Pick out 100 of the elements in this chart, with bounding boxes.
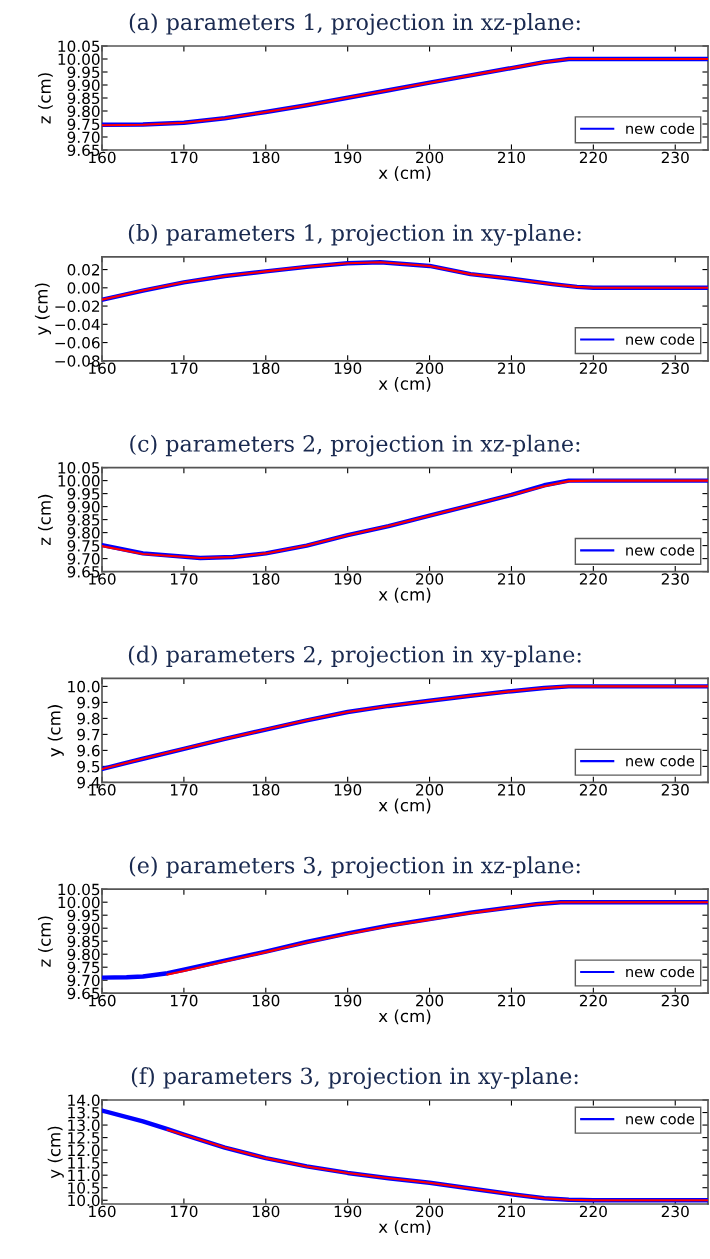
y-tick-label: 9.8 (77, 712, 100, 725)
y-tick-label: 12.5 (68, 1132, 100, 1144)
x-tick-label: 160 (89, 1205, 116, 1218)
y-tick-label: 9.70 (67, 974, 100, 987)
x-tick-label: 200 (416, 784, 444, 796)
x-tick-label: 190 (334, 1205, 362, 1218)
y-axis-title: y (cm) (34, 283, 52, 336)
y-tick-label: 13.5 (68, 1107, 100, 1119)
x-tick-label: 230 (661, 1205, 689, 1218)
y-axis-title: y (cm) (47, 705, 64, 757)
x-tick-label: 200 (416, 573, 444, 585)
x-tick-label: 220 (579, 151, 607, 164)
y-tick-label: 10.00 (58, 475, 100, 487)
x-tick-label: 210 (498, 151, 526, 164)
x-tick-label: 220 (579, 362, 607, 375)
y-tick-label: 9.70 (67, 131, 100, 144)
x-tick-label: 230 (661, 573, 689, 585)
y-tick-label: 9.5 (77, 760, 100, 773)
x-tick-label: 170 (170, 784, 198, 796)
y-tick-label: 9.95 (67, 909, 100, 922)
x-tick-label: 220 (579, 784, 607, 796)
y-tick-label: 9.85 (67, 935, 100, 948)
x-tick-label: 190 (334, 784, 362, 796)
y-axis-title: z (cm) (37, 494, 53, 546)
chart-title: (d) parameters 2, projection in xy-plane: (128, 645, 581, 668)
y-tick-label: 9.80 (67, 105, 100, 118)
legend-label: new code (626, 122, 695, 135)
y-tick-label: 9.90 (67, 79, 100, 92)
y-tick-label: −0.02 (55, 300, 100, 313)
y-tick-label: 10.05 (58, 40, 100, 53)
x-tick-label: 200 (416, 151, 444, 164)
chart-title: (f) parameters 3, projection in xy-plane: (131, 1067, 578, 1089)
legend-label: new code (626, 965, 695, 978)
y-tick-label: 9.95 (67, 488, 100, 500)
x-tick-label: 230 (661, 784, 689, 796)
y-tick-label: 9.75 (67, 961, 100, 974)
y-axis-title: z (cm) (37, 916, 53, 967)
x-tick-label: 180 (252, 362, 280, 375)
x-axis-title: x (cm) (378, 376, 431, 392)
y-axis-title: y (cm) (47, 1126, 64, 1179)
y-tick-label: 9.85 (67, 514, 100, 526)
x-tick-label: 180 (252, 784, 280, 796)
x-tick-label: 170 (170, 573, 198, 585)
x-tick-label: 210 (498, 362, 526, 375)
x-tick-label: 200 (416, 1205, 444, 1218)
chart-title: (b) parameters 1, projection in xy-plane: (128, 223, 581, 246)
x-tick-label: 210 (498, 1205, 526, 1218)
y-tick-label: 11.0 (68, 1169, 100, 1182)
y-tick-label: 9.75 (67, 118, 100, 131)
x-tick-label: 170 (170, 362, 198, 375)
y-tick-label: 10.0 (68, 1194, 100, 1207)
x-tick-label: 190 (334, 994, 362, 1007)
y-tick-label: 10.5 (68, 1182, 100, 1194)
legend-label: new code (626, 1113, 695, 1125)
y-tick-label: −0.04 (55, 318, 100, 331)
y-tick-label: 10.05 (58, 462, 100, 474)
y-tick-label: 12.0 (68, 1144, 100, 1157)
chart-title: (a) parameters 1, projection in xz-plane: (129, 13, 580, 35)
y-tick-label: 10.00 (58, 53, 100, 66)
x-tick-label: 230 (661, 994, 689, 1007)
y-tick-label: 9.90 (67, 922, 100, 935)
y-tick-label: 11.5 (68, 1157, 100, 1169)
y-tick-label: 9.9 (77, 696, 100, 709)
chart-title: (c) parameters 2, projection in xz-plane: (130, 434, 580, 457)
y-axis-title: z (cm) (37, 73, 53, 124)
y-tick-label: 0.02 (67, 264, 100, 276)
x-axis-title: x (cm) (378, 798, 431, 814)
y-tick-label: 9.95 (67, 66, 100, 79)
x-tick-label: 210 (498, 994, 526, 1007)
y-tick-label: 0.00 (67, 282, 100, 294)
legend-label: new code (626, 755, 695, 767)
y-tick-label: 9.85 (67, 92, 100, 105)
y-tick-label: 10.00 (58, 896, 100, 909)
y-tick-label: 10.0 (68, 680, 100, 693)
x-tick-label: 210 (498, 784, 526, 796)
x-axis-title: x (cm) (378, 587, 431, 603)
x-tick-label: 200 (416, 994, 444, 1007)
x-tick-label: 210 (498, 573, 526, 585)
legend-label: new code (626, 544, 695, 556)
y-tick-label: 10.05 (58, 883, 100, 896)
y-tick-label: −0.06 (55, 337, 100, 349)
x-axis-title: x (cm) (378, 1220, 431, 1236)
x-tick-label: 190 (334, 151, 362, 164)
x-tick-label: 200 (416, 362, 444, 375)
x-tick-label: 230 (661, 362, 689, 375)
y-tick-label: 9.6 (77, 744, 100, 757)
x-tick-label: 170 (170, 994, 198, 1007)
x-axis-title: x (cm) (378, 166, 431, 182)
x-tick-label: 180 (252, 1205, 280, 1218)
y-tick-label: 9.70 (67, 553, 100, 565)
x-tick-label: 170 (170, 1205, 198, 1218)
chart-title: (e) parameters 3, projection in xz-plane: (129, 856, 580, 879)
y-tick-label: 9.80 (67, 948, 100, 961)
y-tick-label: 9.75 (67, 540, 100, 552)
x-tick-label: 230 (661, 151, 689, 164)
x-tick-label: 190 (334, 573, 362, 585)
x-axis-title: x (cm) (378, 1009, 431, 1025)
x-tick-label: 190 (334, 362, 362, 375)
y-tick-label: 9.80 (67, 527, 100, 539)
y-tick-label: 9.7 (77, 728, 100, 741)
